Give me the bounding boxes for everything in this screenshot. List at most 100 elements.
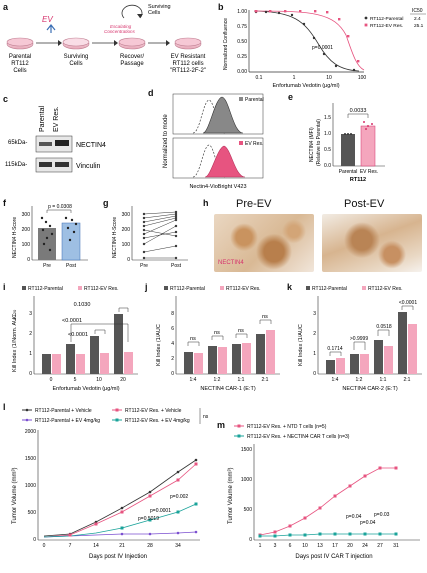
svg-text:1000: 1000: [241, 477, 252, 483]
svg-text:1.5: 1.5: [324, 115, 331, 121]
svg-text:13: 13: [317, 543, 323, 549]
panel-label-f: f: [3, 198, 6, 208]
svg-text:0.5: 0.5: [324, 147, 331, 153]
svg-text:p=0.04: p=0.04: [346, 514, 362, 520]
svg-text:200: 200: [122, 227, 131, 233]
panel-h: h Pre-EV Post-EV NECTIN4: [200, 196, 427, 276]
svg-text:0.0: 0.0: [324, 163, 331, 169]
svg-text:RT112-Parental: RT112-Parental: [312, 286, 347, 292]
svg-text:21: 21: [119, 543, 125, 549]
svg-text:20: 20: [347, 543, 353, 549]
ihc-image-pre: [214, 214, 314, 272]
svg-text:1000: 1000: [25, 483, 36, 489]
svg-text:Parental: Parental: [39, 105, 46, 132]
panel-d: d Parental EV Res. Normalized to mode Ne…: [145, 86, 285, 194]
axes: [248, 10, 364, 73]
svg-text:0.1030: 0.1030: [74, 302, 91, 308]
svg-text:EV Res.: EV Res.: [245, 141, 263, 147]
svg-text:500: 500: [244, 507, 253, 513]
svg-text:0: 0: [27, 257, 30, 263]
post-ev-title: Post-EV: [344, 198, 385, 210]
panel-label-l: l: [3, 402, 6, 412]
dish-resistant: [174, 37, 202, 50]
hscore-paired-chart: 0 100 200 300 Pre Post NECTIN4 H-Score: [112, 206, 188, 269]
panel-l: l RT112-Parental + Vehicle RT112-EV Res.…: [0, 400, 214, 568]
kill-index-car2-chart: RT112-Parental RT112-EV Res. 0 1 2 3 0.1…: [298, 286, 422, 392]
svg-text:5: 5: [74, 377, 77, 383]
svg-text:31: 31: [393, 543, 399, 549]
y-axis-label: Normalized Confluence: [223, 18, 229, 70]
western-blot: Parental EV Res. 65kDa- 115kDa- NECTIN4 …: [5, 105, 106, 173]
panel-label-k: k: [287, 282, 293, 292]
svg-text:300: 300: [122, 212, 131, 218]
svg-text:RT112-Parental: RT112-Parental: [170, 286, 205, 292]
panel-b-chart: 0.00 0.25 0.50 0.75 1.00 0.1 1 10 100 No…: [223, 8, 426, 89]
ev-drug-icon: [46, 24, 56, 33]
svg-text:17: 17: [332, 543, 338, 549]
svg-text:0: 0: [249, 537, 252, 543]
svg-text:0.1714: 0.1714: [327, 346, 343, 352]
svg-text:1:4: 1:4: [190, 377, 197, 383]
stain-label: NECTIN4: [218, 260, 244, 266]
x-axis-label: Nectin4-VioBright V423: [189, 184, 246, 190]
svg-text:IC50: IC50: [412, 8, 423, 14]
panel-label-a: a: [3, 2, 9, 12]
svg-text:65kDa-: 65kDa-: [8, 140, 27, 146]
svg-text:Post: Post: [66, 263, 77, 269]
svg-text:2: 2: [29, 331, 32, 337]
panel-k: k RT112-Parental RT112-EV Res. 0 1 2 3 0…: [284, 280, 427, 396]
svg-text:Days post IV Injection: Days post IV Injection: [89, 554, 147, 560]
svg-text:2:1: 2:1: [404, 377, 411, 383]
svg-text:NECTIN4 CAR-1 (E:T): NECTIN4 CAR-1 (E:T): [200, 386, 255, 392]
svg-text:Concentrations: Concentrations: [104, 29, 136, 34]
ytick: 1.00: [237, 9, 247, 15]
hscore-bar-chart: 0 100 200 300 p = 0.0308 Pre Post NECTIN…: [12, 204, 88, 269]
svg-text:28: 28: [147, 543, 153, 549]
svg-text:25.1: 25.1: [414, 23, 424, 29]
ev-label: EV: [42, 15, 53, 24]
kill-index-ev-chart: RT112-Parental RT112-EV Res. 0 1 2 3 0.1…: [12, 286, 138, 392]
svg-text:Parental: Parental: [9, 54, 31, 60]
svg-text:NECTIN4 H-Score: NECTIN4 H-Score: [112, 217, 118, 258]
blot-vinculin: [35, 157, 73, 173]
pre-ev-title: Pre-EV: [236, 198, 272, 210]
ytick: 0.75: [237, 24, 247, 30]
svg-text:RT112-EV Res.: RT112-EV Res.: [368, 286, 403, 292]
svg-text:200: 200: [22, 227, 31, 233]
svg-text:1: 1: [259, 543, 262, 549]
svg-text:500: 500: [28, 510, 37, 516]
panel-c: c Parental EV Res. 65kDa- 115kDa- NECTIN…: [0, 92, 145, 192]
svg-text:Surviving: Surviving: [64, 54, 89, 60]
svg-text:115kDa-: 115kDa-: [5, 162, 27, 168]
points-ev: [255, 10, 360, 63]
svg-text:0.0033: 0.0033: [350, 108, 367, 114]
svg-text:>0.9999: >0.9999: [350, 336, 368, 342]
svg-text:(Relative to Parental): (Relative to Parental): [316, 119, 322, 166]
x-axis-label: Enfortumab Vedotin (μg/ml): [272, 83, 339, 89]
svg-text:ns: ns: [214, 330, 220, 336]
svg-text:6: 6: [289, 543, 292, 549]
panel-label-m: m: [217, 420, 226, 430]
curve-ev: [253, 10, 365, 71]
svg-text:1:1: 1:1: [238, 377, 245, 383]
svg-text:RT112-EV Res.: RT112-EV Res.: [84, 286, 119, 292]
svg-text:0: 0: [171, 371, 174, 377]
points-parental: [254, 10, 356, 72]
svg-text:RT112-EV Res. + EV 4mg/kg: RT112-EV Res. + EV 4mg/kg: [125, 418, 190, 424]
svg-text:Vinculin: Vinculin: [76, 163, 100, 170]
panel-f: f 0 100 200 300 p = 0.0308 Pre Post NECT…: [0, 196, 100, 276]
svg-text:2:1: 2:1: [262, 377, 269, 383]
xtick: 0.1: [256, 75, 263, 81]
panel-a: a EV: [0, 0, 214, 92]
svg-text:RT112-EV Res. + NTD T cells (n: RT112-EV Res. + NTD T cells (n=5): [247, 424, 327, 430]
mfi-bar-chart: 0.0 0.5 1.0 1.5 0.0033 Parental EV Res. …: [309, 103, 385, 183]
svg-text:1500: 1500: [241, 447, 252, 453]
svg-text:RT112 cells: RT112 cells: [172, 61, 203, 67]
svg-text:RT112-EV Res. + Vehicle: RT112-EV Res. + Vehicle: [125, 408, 182, 414]
svg-text:ns: ns: [238, 328, 244, 334]
svg-text:0: 0: [33, 537, 36, 543]
svg-text:EV Res.: EV Res.: [360, 169, 378, 175]
svg-text:7: 7: [69, 543, 72, 549]
legend: RT112-Parental + Vehicle RT112-EV Res. +…: [22, 408, 209, 424]
svg-text:Parental: Parental: [245, 97, 264, 103]
